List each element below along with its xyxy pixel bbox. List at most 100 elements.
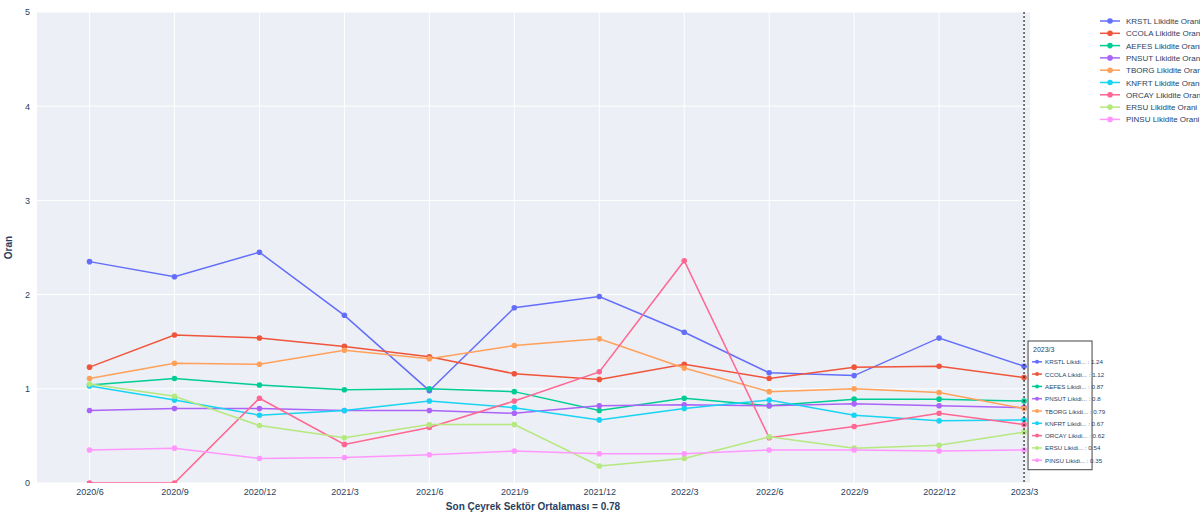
series-point: [766, 403, 772, 409]
x-tick-label: 2023/3: [1011, 487, 1039, 497]
x-axis-title: Son Çeyrek Sektör Ortalaması = 0.78: [446, 501, 621, 512]
x-tick: 2020/6: [76, 483, 104, 497]
series-line: [90, 378, 1025, 410]
hover-label: PINSU Likidi... : 0.35: [1045, 457, 1103, 464]
legend-symbol: [1107, 31, 1113, 37]
series-point: [936, 418, 942, 424]
series-point: [681, 329, 687, 335]
series-point: [766, 397, 772, 403]
grid-line: [36, 294, 1030, 295]
series-point: [172, 361, 178, 367]
series-point: [257, 406, 263, 412]
series-point: [427, 422, 433, 428]
x-tick-label: 2022/6: [756, 487, 784, 497]
series-point: [936, 403, 942, 409]
x-axis-line: [37, 483, 1031, 484]
series-line: [90, 384, 1025, 466]
series-point: [596, 294, 602, 300]
series-point: [87, 381, 93, 387]
legend-symbol: [1107, 43, 1113, 49]
series-point: [936, 448, 942, 454]
grid-line: [36, 483, 1030, 484]
y-tick: 3: [25, 196, 36, 206]
y-tick-label: 2: [25, 290, 30, 300]
legend-symbol: [1107, 104, 1113, 110]
series-point: [87, 382, 93, 388]
series-point: [851, 386, 857, 392]
series-point: [851, 373, 857, 379]
series-point: [936, 443, 942, 449]
y-tick-label: 1: [25, 384, 30, 394]
legend-label: KNFRT Likidite Orani: [1126, 79, 1200, 88]
series-point: [766, 447, 772, 453]
x-tick-label: 2021/9: [501, 487, 529, 497]
series-point: [766, 435, 772, 441]
x-tick: 2022/3: [671, 483, 699, 497]
legend-label: PINSU Likidite Orani: [1126, 115, 1200, 124]
series-point: [172, 480, 178, 483]
series-line: [90, 261, 1025, 483]
series-point: [172, 332, 178, 338]
legend-symbol: [1107, 18, 1113, 24]
series-point: [681, 365, 687, 371]
hover-symbol: [1035, 434, 1039, 438]
x-tick-label: 2021/3: [331, 487, 359, 497]
series-point: [766, 403, 772, 409]
series-point: [596, 417, 602, 423]
series-point: [512, 305, 518, 311]
legend-symbol: [1107, 117, 1113, 123]
series-point: [172, 394, 178, 400]
hover-label: ORCAY Likidi... : 0.62: [1045, 432, 1105, 439]
series-line: [90, 448, 1025, 458]
x-tick-label: 2020/9: [161, 487, 189, 497]
y-tick: 1: [25, 384, 36, 394]
series-line: [90, 404, 1025, 413]
hover-symbol: [1035, 421, 1039, 425]
legend-label: AEFES Likidite Orani: [1126, 42, 1200, 51]
y-tick-label: 3: [25, 196, 30, 206]
y-tick-label: 5: [25, 7, 30, 17]
series-point: [87, 259, 93, 265]
x-tick: 2023/3: [1011, 483, 1039, 497]
hover-box: 2023/3KRSTL Likidi... : 1.24CCOLA Likidi…: [1028, 341, 1106, 470]
hover-symbol: [1035, 446, 1039, 450]
series-point: [342, 442, 348, 448]
series-point: [257, 395, 263, 401]
hover-line: [1023, 12, 1024, 483]
x-tick: 2021/9: [501, 483, 529, 497]
series-point: [596, 369, 602, 375]
series-point: [851, 401, 857, 407]
series-point: [681, 406, 687, 412]
y-tick: 0: [25, 478, 36, 488]
series-point: [936, 410, 942, 416]
series-point: [342, 455, 348, 461]
series-point: [936, 390, 942, 396]
series-point: [851, 424, 857, 430]
plot-background: [36, 12, 1030, 483]
y-tick-label: 4: [25, 102, 30, 112]
hover-label: ERSU Likidi... : 0.54: [1045, 444, 1101, 451]
series-point: [596, 403, 602, 409]
series-point: [936, 363, 942, 369]
series-group: [87, 249, 1027, 483]
grid-line: [36, 106, 1030, 107]
series-point: [427, 356, 433, 362]
x-tick: 2022/9: [841, 483, 869, 497]
x-tick: 2022/6: [756, 483, 784, 497]
hover-symbol: [1035, 397, 1039, 401]
grid-line: [36, 388, 1030, 389]
grid-line: [1024, 12, 1025, 483]
x-tick: 2022/12: [923, 483, 956, 497]
grid: [36, 12, 1030, 483]
legend-label: ERSU Likidite Orani: [1126, 103, 1197, 112]
hover-symbol: [1035, 384, 1039, 388]
series-point: [596, 377, 602, 383]
y-tick: 5: [25, 7, 36, 17]
x-tick: 2021/3: [331, 483, 359, 497]
series-point: [427, 398, 433, 404]
hover-label: KRSTL Likidi... : 1.24: [1045, 358, 1103, 365]
grid-line: [36, 12, 1030, 13]
y-tick: 2: [25, 290, 36, 300]
series-point: [342, 408, 348, 414]
series-point: [257, 412, 263, 418]
